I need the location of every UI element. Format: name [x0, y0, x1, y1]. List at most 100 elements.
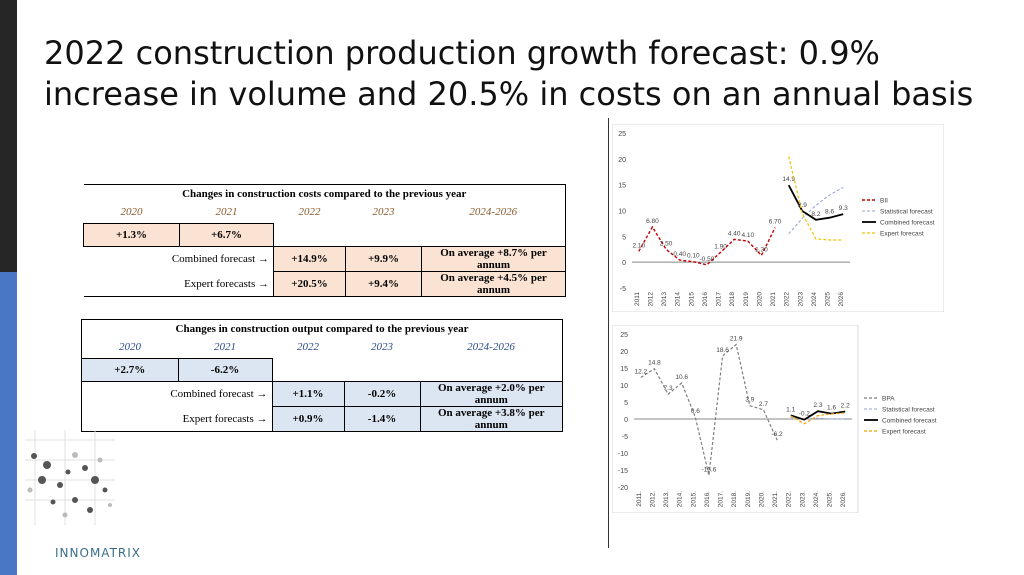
y-tick-label: 10: [618, 209, 626, 216]
series-line: [788, 186, 844, 235]
y-tick-label: 10: [620, 383, 628, 390]
data-label: 3.9: [745, 397, 754, 404]
data-label: 14.8: [648, 360, 661, 367]
series-line: [790, 410, 846, 421]
x-tick-label: 2015.: [690, 491, 697, 507]
data-label: 1.30: [755, 246, 768, 253]
x-tick-label: 2015: [688, 292, 695, 307]
y-tick-label: 0: [624, 417, 628, 424]
x-tick-label: 2011.: [636, 491, 643, 507]
data-label: 0.40: [673, 251, 686, 258]
x-tick-label: 2019.: [745, 491, 752, 507]
data-label: 0.10: [687, 253, 700, 260]
data-label: -6.2: [771, 431, 783, 438]
x-tick-label: 2026.: [840, 491, 847, 507]
series-line: [790, 412, 846, 425]
data-label: 2.2: [841, 403, 850, 410]
combined-2022: +14.9%: [273, 246, 346, 272]
x-tick-label: 2023.: [799, 491, 806, 507]
data-label: -0.2: [799, 411, 811, 418]
data-label: 10.6: [675, 374, 688, 381]
data-label: 1.1: [786, 406, 795, 413]
expert-2023: -1.4%: [343, 406, 421, 432]
y-tick-label: -5: [622, 434, 628, 441]
legend-entry: Expert forecast: [882, 429, 926, 436]
y-tick-label: 5: [624, 400, 628, 407]
x-tick-label: 2022.: [786, 491, 793, 507]
expert-avg: On average +3.8% per annum: [419, 406, 563, 432]
x-tick-label: 2024: [811, 292, 818, 307]
combined-avg: On average +2.0% per annum: [419, 381, 563, 407]
page-title: 2022 construction production growth fore…: [44, 33, 1004, 115]
data-label: 21.9: [730, 336, 743, 343]
x-tick-label: 2017: [716, 292, 723, 307]
combined-2022: +1.1%: [271, 381, 345, 407]
data-label: 12.2: [634, 369, 647, 376]
data-label: 7.3: [664, 385, 673, 392]
data-label: 8.2: [811, 211, 820, 218]
title-line-2: increase in volume and 20.5% in costs on…: [44, 75, 974, 113]
y-tick-label: 5: [622, 234, 626, 241]
x-tick-label: 2017.: [718, 491, 725, 507]
legend-entry: BII: [880, 198, 888, 205]
combined-avg: On average +8.7% per annum: [421, 246, 566, 272]
data-label: 6.80: [646, 218, 659, 225]
data-label: 2.10: [632, 242, 645, 249]
data-label: 8.6: [825, 209, 834, 216]
year-header: 2023: [372, 206, 395, 219]
hist-value: +6.7%: [179, 223, 274, 247]
x-tick-label: 2020.: [758, 491, 765, 507]
x-tick-label: 2020: [756, 292, 763, 307]
data-label: 4.10: [741, 232, 754, 239]
output-chart: -20 -15 -10 -5 0 5 10 15 20 25 2011. 2012. 2013. 2014…: [612, 325, 937, 513]
y-tick-label: 0: [622, 260, 626, 267]
year-header: 2020: [120, 206, 143, 218]
y-tick-label: 20: [618, 157, 626, 164]
x-tick-label: 2013.: [663, 491, 670, 507]
y-tick-label: 15: [618, 183, 626, 190]
legend-entry: Combined forecast: [880, 220, 935, 227]
side-bar-blue: [0, 272, 17, 575]
x-tick-label: 2016: [702, 292, 709, 307]
x-tick-label: 2022: [784, 292, 791, 307]
x-tick-label: 2025: [825, 292, 832, 307]
x-tick-label: 2014: [675, 292, 682, 307]
x-tick-label: 2011: [634, 292, 641, 306]
costs-table: Changes in construction costs compared t…: [83, 184, 566, 297]
year-header: 2020: [119, 341, 141, 353]
series-line: [788, 156, 844, 241]
series-line: [640, 343, 778, 476]
x-tick-label: 2024.: [813, 491, 820, 507]
data-label: 1.6: [827, 405, 836, 412]
expert-forecast-label: Expert forecasts →: [184, 277, 269, 290]
data-label: 1.90: [714, 243, 727, 250]
data-label: 0.6: [691, 408, 700, 415]
y-tick-label: 15: [620, 366, 628, 373]
year-header: 2022: [298, 206, 321, 219]
x-tick-label: 2025.: [827, 491, 834, 507]
legend-entry: BPA: [882, 396, 895, 403]
year-header: 2024-2026: [469, 206, 518, 219]
title-line-1: 2022 construction production growth fore…: [44, 34, 880, 72]
expert-2022: +0.9%: [271, 406, 345, 432]
series-line: [638, 225, 776, 266]
legend-entry: Expert forecast: [880, 231, 924, 238]
combined-2023: -0.2%: [343, 381, 421, 407]
expert-2023: +9.4%: [345, 271, 422, 297]
legend-entry: Statistical forecast: [882, 407, 935, 414]
data-label: 2.7: [759, 401, 768, 408]
year-header: 2023: [371, 341, 393, 354]
expert-avg: On average +4.5% per annum: [421, 271, 566, 297]
data-label: 2.50: [660, 240, 673, 247]
x-tick-label: 2026: [838, 292, 845, 307]
data-label: 2.3: [813, 402, 822, 409]
hist-value: -6.2%: [177, 358, 273, 382]
logo: INNOMATRIX: [55, 546, 141, 560]
data-label: -16.6: [702, 466, 717, 473]
legend-entry: Statistical forecast: [880, 209, 933, 216]
output-table-caption: Changes in construction output compared …: [175, 323, 469, 335]
x-tick-label: 2016.: [704, 491, 711, 507]
side-bar-dark: [0, 0, 17, 272]
data-label: 9.9: [798, 202, 807, 209]
